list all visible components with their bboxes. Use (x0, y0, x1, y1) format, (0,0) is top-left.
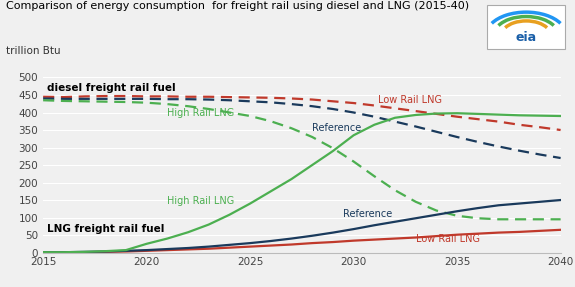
Text: High Rail LNG: High Rail LNG (167, 108, 235, 117)
FancyBboxPatch shape (488, 5, 565, 49)
Text: Reference: Reference (343, 209, 393, 219)
Text: Reference: Reference (312, 123, 362, 133)
Text: LNG freight rail fuel: LNG freight rail fuel (47, 224, 164, 234)
Text: High Rail LNG: High Rail LNG (167, 196, 235, 206)
Text: trillion Btu: trillion Btu (6, 46, 60, 56)
Text: eia: eia (516, 31, 536, 44)
Text: Low Rail LNG: Low Rail LNG (378, 95, 443, 105)
Text: Comparison of energy consumption  for freight rail using diesel and LNG (2015-40: Comparison of energy consumption for fre… (6, 1, 469, 11)
Text: diesel freight rail fuel: diesel freight rail fuel (47, 83, 176, 93)
Text: Low Rail LNG: Low Rail LNG (416, 234, 480, 244)
